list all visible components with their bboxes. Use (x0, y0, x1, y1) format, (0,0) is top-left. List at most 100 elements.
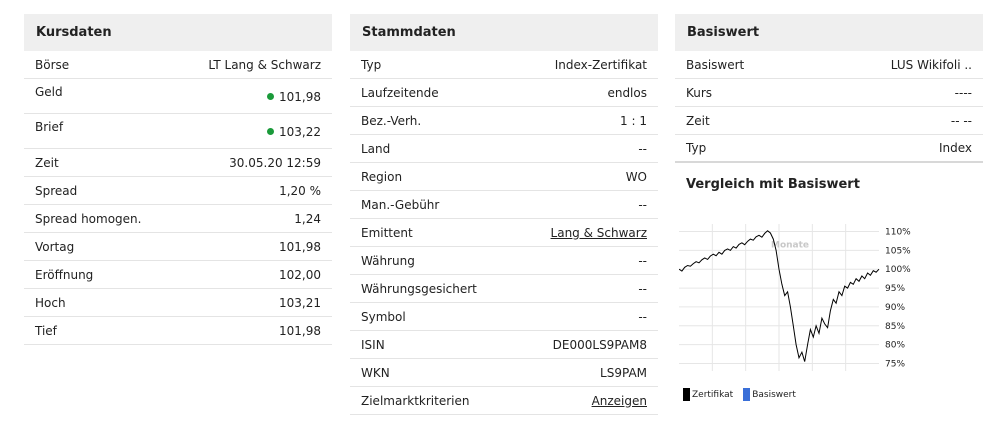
y-tick-label: 85% (885, 322, 905, 332)
row-label: Man.-Gebühr (361, 197, 440, 212)
row-value: DE000LS9PAM8 (552, 337, 647, 352)
kursdaten-row: Zeit 30.05.20 12:59 (24, 149, 332, 177)
row-label: Typ (361, 57, 382, 72)
row-label: Typ (686, 141, 707, 155)
row-label: WKN (361, 365, 390, 380)
chart-svg: 110% 105% 100% 95% 90% 85% 80% 75% Monate (678, 224, 911, 371)
legend-label: Basiswert (752, 389, 796, 400)
row-label: Region (361, 169, 403, 184)
y-tick-label: 100% (885, 265, 911, 275)
row-value: -- (638, 197, 647, 212)
row-value: WO (625, 169, 647, 184)
row-label: Emittent (361, 225, 413, 240)
kursdaten-row: Tief 101,98 (24, 317, 332, 345)
stammdaten-row: ISIN DE000LS9PAM8 (350, 331, 658, 359)
legend-label: Zertifikat (692, 389, 734, 400)
row-label: Laufzeitende (361, 85, 439, 100)
legend-item-zertifikat: Zertifikat (683, 388, 733, 401)
kursdaten-row: Eröffnung 102,00 (24, 261, 332, 289)
basiswert-title: Basiswert (675, 14, 983, 51)
period-label: Monate (771, 240, 809, 250)
series-line-zertifikat (678, 230, 880, 362)
row-label: Vortag (35, 239, 75, 254)
row-value-wrap: 101,98 (267, 79, 321, 104)
kursdaten-row: Brief 103,22 (24, 114, 332, 149)
row-label: Land (361, 141, 391, 156)
row-value: LUS Wikifoli .. (890, 57, 972, 72)
basiswert-row: Kurs ---- (675, 79, 983, 107)
row-value: -- -- (950, 113, 972, 128)
stammdaten-row: Symbol -- (350, 303, 658, 331)
kursdaten-row: Vortag 101,98 (24, 233, 332, 261)
basiswert-row: Typ Index (675, 135, 983, 163)
stammdaten-row: Laufzeitende endlos (350, 79, 658, 107)
row-value: -- (638, 309, 647, 324)
stammdaten-row: Land -- (350, 135, 658, 163)
row-value: 103,21 (279, 295, 321, 310)
row-value: 101,98 (279, 323, 321, 338)
row-value: -- (638, 141, 647, 156)
legend-swatch-basiswert (743, 388, 751, 401)
y-tick-label: 90% (885, 303, 905, 313)
row-value-wrap: 103,22 (267, 114, 321, 139)
kursdaten-row: Spread homogen. 1,24 (24, 205, 332, 233)
chart-title: Vergleich mit Basiswert (686, 177, 860, 192)
stammdaten-row: Emittent Lang & Schwarz (350, 219, 658, 247)
row-label: ISIN (361, 337, 385, 352)
stammdaten-row: WKN LS9PAM (350, 359, 658, 387)
zielmarkt-anzeigen-link[interactable]: Anzeigen (591, 393, 647, 408)
row-label: Hoch (35, 295, 66, 310)
row-value: 1,20 % (279, 183, 321, 198)
stammdaten-row: Man.-Gebühr -- (350, 191, 658, 219)
stammdaten-panel: Stammdaten Typ Index-Zertifikat Laufzeit… (350, 14, 658, 415)
y-tick-label: 95% (885, 284, 905, 294)
kursdaten-title: Kursdaten (24, 14, 332, 51)
y-tick-label: 75% (885, 359, 905, 369)
comparison-chart: 110% 105% 100% 95% 90% 85% 80% 75% Monate (678, 219, 919, 382)
row-label: Eröffnung (35, 267, 94, 282)
kursdaten-row: Geld 101,98 (24, 79, 332, 114)
row-value: LS9PAM (600, 365, 647, 380)
y-tick-label: 105% (885, 246, 911, 256)
row-value: 103,22 (279, 125, 321, 139)
stammdaten-title: Stammdaten (350, 14, 658, 51)
kursdaten-row: Hoch 103,21 (24, 289, 332, 317)
row-label: Zeit (686, 113, 710, 128)
basiswert-row: Zeit -- -- (675, 107, 983, 135)
row-value: -- (638, 281, 647, 296)
row-label: Spread homogen. (35, 211, 142, 226)
row-label: Währung (361, 253, 415, 268)
stammdaten-row: Zielmarktkriterien Anzeigen (350, 387, 658, 415)
stammdaten-row: Währungsgesichert -- (350, 275, 658, 303)
status-dot-icon (267, 93, 274, 100)
row-value: 101,98 (279, 90, 321, 104)
row-label: Spread (35, 183, 78, 198)
row-value: endlos (607, 85, 647, 100)
stammdaten-row: Währung -- (350, 247, 658, 275)
row-value: Index (938, 141, 972, 155)
kursdaten-row: Spread 1,20 % (24, 177, 332, 205)
basiswert-panel: Basiswert Basiswert LUS Wikifoli .. Kurs… (675, 14, 983, 414)
stammdaten-row: Region WO (350, 163, 658, 191)
kursdaten-panel: Kursdaten Börse LT Lang & Schwarz Geld 1… (24, 14, 332, 345)
legend-swatch-zertifikat (683, 388, 690, 401)
row-label: Bez.-Verh. (361, 113, 422, 128)
kursdaten-row: Börse LT Lang & Schwarz (24, 51, 332, 79)
row-label: Börse (35, 57, 70, 72)
row-value: 30.05.20 12:59 (229, 155, 321, 170)
row-value: 101,98 (279, 239, 321, 254)
emittent-link[interactable]: Lang & Schwarz (550, 225, 647, 240)
row-value: 102,00 (279, 267, 321, 282)
row-label: Zeit (35, 155, 59, 170)
row-label: Zielmarktkriterien (361, 393, 470, 408)
row-label: Währungsgesichert (361, 281, 477, 296)
row-value: 1,24 (294, 211, 321, 226)
row-label: Kurs (686, 85, 713, 100)
row-label: Brief (35, 120, 64, 134)
basiswert-row: Basiswert LUS Wikifoli .. (675, 51, 983, 79)
row-value: -- (638, 253, 647, 268)
y-tick-label: 80% (885, 341, 905, 351)
stammdaten-row: Bez.-Verh. 1 : 1 (350, 107, 658, 135)
status-dot-icon (267, 128, 274, 135)
row-value: Index-Zertifikat (554, 57, 647, 72)
